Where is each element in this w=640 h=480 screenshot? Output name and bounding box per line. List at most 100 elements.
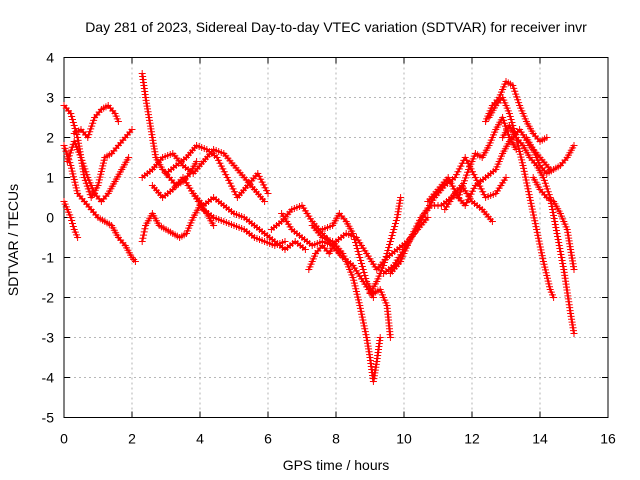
data-point	[558, 254, 566, 261]
data-point	[86, 128, 94, 136]
series-track-2	[60, 142, 139, 265]
series-track-3	[60, 198, 82, 241]
data-point	[446, 176, 454, 184]
data-point	[69, 119, 77, 126]
data-point	[386, 238, 394, 245]
data-point	[83, 171, 91, 179]
series-track-4	[63, 138, 133, 205]
data-point	[501, 119, 509, 127]
data-point	[140, 228, 148, 236]
data-point	[527, 199, 535, 207]
data-point	[520, 167, 528, 175]
series-track-10	[162, 142, 272, 201]
data-point	[534, 234, 542, 242]
data-point	[539, 174, 547, 181]
data-point	[114, 118, 122, 125]
data-point	[87, 125, 95, 133]
data-point	[468, 168, 476, 176]
data-point	[355, 251, 363, 258]
data-point	[125, 154, 133, 161]
data-point	[356, 302, 364, 309]
data-point	[466, 193, 474, 201]
data-point	[131, 258, 139, 265]
data-point	[69, 220, 76, 227]
data-point	[214, 156, 222, 164]
data-point	[451, 174, 459, 181]
data-point	[65, 152, 73, 160]
series-track-7	[138, 202, 218, 245]
y-axis-label: SDTVAR / TECUs	[5, 184, 21, 296]
x-tick-label: 12	[464, 431, 480, 447]
data-point	[66, 149, 74, 157]
data-point	[397, 194, 405, 201]
data-point	[128, 126, 136, 133]
series-track-13	[278, 210, 377, 301]
data-point	[63, 158, 71, 165]
data-point	[467, 190, 475, 198]
data-point	[530, 214, 538, 222]
data-point	[358, 260, 365, 267]
y-tick-label: 1	[46, 170, 54, 186]
data-point	[500, 116, 508, 124]
data-point	[84, 185, 92, 193]
data-point	[470, 184, 478, 192]
data-point	[502, 174, 510, 181]
data-point	[361, 328, 369, 336]
data-point	[536, 240, 544, 248]
data-point	[387, 235, 395, 242]
data-point	[362, 275, 370, 282]
data-point	[533, 226, 541, 233]
data-point	[449, 182, 457, 190]
x-tick-label: 4	[196, 431, 204, 447]
data-point	[70, 122, 78, 129]
data-point	[67, 214, 75, 221]
y-tick-label: -3	[42, 330, 55, 346]
data-point	[354, 248, 362, 255]
series-track-15	[318, 210, 394, 341]
data-point	[506, 113, 514, 120]
data-point	[511, 87, 519, 95]
y-tick-label: 2	[46, 130, 54, 146]
data-point	[64, 155, 72, 163]
data-point	[229, 185, 237, 193]
data-point	[552, 227, 560, 234]
x-tick-label: 10	[396, 431, 412, 447]
data-point	[74, 234, 82, 241]
data-point	[541, 179, 549, 187]
data-point	[217, 162, 225, 170]
data-point	[384, 247, 392, 254]
data-point	[360, 322, 368, 330]
data-point	[361, 325, 369, 333]
data-point	[524, 185, 532, 193]
x-axis-label: GPS time / hours	[283, 457, 390, 473]
data-point	[499, 114, 507, 121]
data-point	[447, 179, 455, 187]
data-point	[360, 319, 368, 327]
data-point	[222, 171, 230, 179]
data-point	[454, 168, 462, 176]
data-point	[390, 226, 398, 233]
data-point	[69, 223, 77, 230]
data-point	[553, 230, 561, 237]
data-point	[417, 215, 425, 223]
data-point	[523, 182, 531, 190]
x-tick-label: 14	[532, 431, 548, 447]
data-point	[360, 269, 368, 276]
data-point	[383, 250, 391, 257]
data-point	[548, 206, 556, 213]
data-point	[536, 243, 544, 251]
y-tick-label: -5	[42, 410, 55, 426]
data-point	[529, 208, 537, 216]
data-point	[551, 221, 559, 228]
x-tick-label: 0	[60, 431, 68, 447]
data-point	[549, 209, 557, 216]
data-point	[226, 179, 234, 187]
data-point	[413, 224, 421, 232]
data-point	[138, 238, 146, 245]
data-point	[62, 147, 70, 155]
data-point	[358, 310, 366, 318]
data-point	[281, 238, 289, 245]
data-point	[264, 190, 272, 197]
data-point	[382, 253, 390, 260]
